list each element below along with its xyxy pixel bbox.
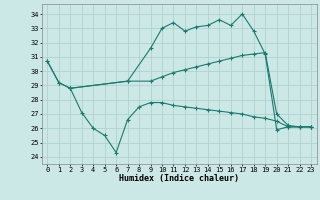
- X-axis label: Humidex (Indice chaleur): Humidex (Indice chaleur): [119, 174, 239, 183]
